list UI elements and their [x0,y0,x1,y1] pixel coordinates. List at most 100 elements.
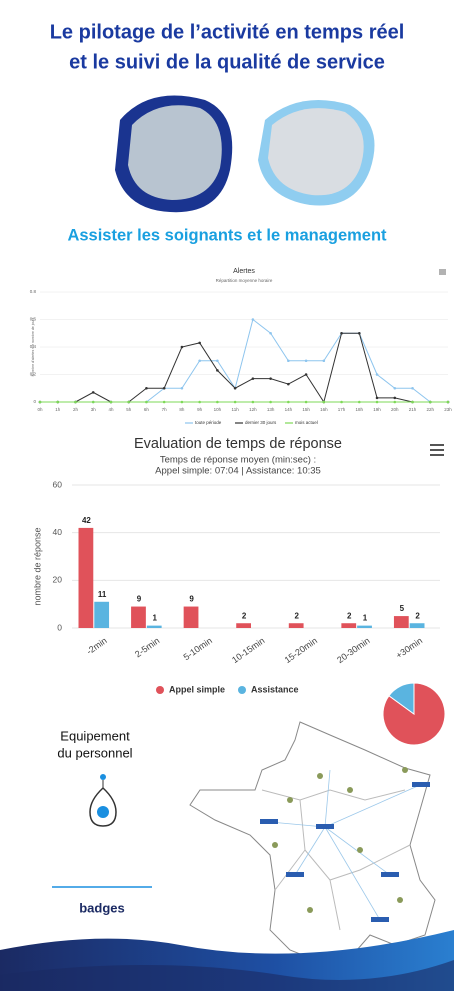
bar [94,602,109,628]
x-tick-label: 0h [37,407,43,412]
data-label: 5 [400,604,405,613]
x-tick-label: 6h [144,407,150,412]
x-tick-label: 19h [373,407,381,412]
point [269,332,272,335]
point [376,373,379,376]
point [305,373,308,376]
y-tick-label: 0.2 [30,372,37,377]
x-tick-label: 12h [249,407,257,412]
point [393,401,396,404]
point [411,401,414,404]
chart-subtitle: Appel simple: 07:04 | Assistance: 10:35 [155,466,321,477]
point [145,387,148,390]
data-label: 9 [137,595,142,604]
title-line: Le pilotage de l’activité en temps réel [50,21,405,43]
chart-title: Evaluation de temps de réponse [134,436,342,452]
bar [357,626,372,628]
legend-swatch [238,686,246,694]
x-tick-label: 10h [214,407,222,412]
legend-label: dernier 30 jours [245,420,277,425]
point [216,359,219,362]
point [163,401,166,404]
chart-title: Alertes [233,268,255,275]
point [287,383,290,386]
x-tick-label: 23h [444,407,452,412]
x-tick-label: 5h [126,407,132,412]
data-label: 9 [189,595,194,604]
bar [79,528,94,628]
x-tick-label: 14h [285,407,293,412]
bar [341,623,356,628]
point [305,401,308,404]
legend-label: Assistance [251,684,299,694]
subtitle: Assister les soignants et le management [67,226,387,244]
legend-label: toute période [195,420,222,425]
legend-swatch [156,686,164,694]
chart-subtitle: Répartition moyenne horaire [216,278,273,283]
point [163,387,166,390]
point [181,346,184,349]
data-label: 11 [98,590,107,599]
x-tick-label: 3h [91,407,97,412]
x-tick-label: 2h [73,407,79,412]
x-tick-label: 20h [391,407,399,412]
point [252,318,255,321]
title-line: et le suivi de la qualité de service [69,51,385,73]
point [340,401,343,404]
data-label: 1 [363,614,368,623]
point [110,401,113,404]
page: Le pilotage de l’activité en temps réel … [0,0,454,991]
point [393,397,396,400]
point [429,401,432,404]
point [198,359,201,362]
point [305,359,308,362]
x-tick-label: 1h [55,407,61,412]
point [181,387,184,390]
y-axis-label: nombre de réponse [32,527,42,605]
x-tick-label: 11h [232,407,240,412]
x-tick-label: 13h [267,407,275,412]
x-tick-label: 8h [179,407,185,412]
bar [184,607,199,628]
y-tick-label: 0.4 [30,344,37,349]
data-label: 2 [415,611,420,620]
point [323,359,326,362]
point [252,401,255,404]
point [92,391,95,394]
data-label: 2 [347,611,352,620]
equipment-label: Equipement [60,728,130,743]
bar [394,616,409,628]
data-label: 2 [294,611,299,620]
bar [410,623,425,628]
y-tick-label: 0.8 [30,289,37,294]
x-tick-label: 17h [338,407,346,412]
point [323,401,326,404]
x-tick-label: 18h [356,407,364,412]
point [287,401,290,404]
point [252,377,255,380]
bar [131,607,146,628]
point [56,401,59,404]
data-label: 42 [82,516,91,525]
bar [147,626,162,628]
data-label: 1 [153,614,158,623]
point [269,401,272,404]
y-tick-label: 20 [53,575,63,585]
y-tick-label: 0.6 [30,317,37,322]
point [181,401,184,404]
point [447,401,450,404]
point [198,401,201,404]
x-tick-label: 7h [162,407,168,412]
point [127,401,130,404]
legend-label: mois actuel [295,420,318,425]
point [358,332,361,335]
point [216,369,219,372]
point [376,397,379,400]
y-tick-label: 0 [57,622,62,632]
x-tick-label: 16h [320,407,328,412]
point [198,342,201,345]
y-tick-label: 60 [53,479,63,489]
point [92,401,95,404]
point [358,401,361,404]
point [411,387,414,390]
